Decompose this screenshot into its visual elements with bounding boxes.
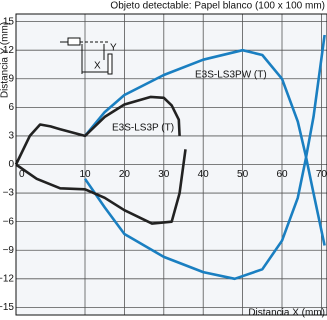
x-tick-label: 70 — [316, 169, 327, 180]
x-tick-label: 30 — [158, 169, 170, 180]
x-axis-label: Distancia X (mm) — [248, 308, 325, 319]
y-tick-label: −6 — [3, 216, 15, 227]
series-line — [14, 95, 187, 225]
x-tick-label: 10 — [79, 169, 91, 180]
inset-target — [107, 53, 113, 75]
chart-title: Objeto detectable: Papel blanco (100 x 1… — [110, 1, 325, 12]
series-label: E3S-LS3PW (T) — [195, 70, 267, 81]
x-tick-label: 60 — [276, 169, 288, 180]
y-tick-label: −9 — [3, 245, 15, 256]
inset-diagram — [60, 37, 113, 75]
x-tick-label: 50 — [237, 169, 249, 180]
plot-frame — [15, 13, 327, 316]
y-tick-label: 6 — [8, 102, 14, 113]
x-tick-label: 0 — [19, 169, 25, 180]
x-tick-label: 40 — [198, 169, 210, 180]
y-tick-label: 0 — [8, 159, 14, 170]
y-tick-label: 12 — [3, 45, 15, 56]
y-tick-label: 15 — [3, 16, 15, 27]
series-line — [83, 34, 326, 281]
y-tick-label: 9 — [8, 73, 14, 84]
series-label: E3S-LS3P (T) — [112, 123, 174, 134]
y-axis-label: Distancia Y (mm) — [0, 22, 11, 98]
inset-label: X — [94, 61, 101, 72]
lines — [14, 34, 326, 281]
y-tick-label: −12 — [0, 273, 14, 284]
x-tick-label: 20 — [119, 169, 131, 180]
y-tick-label: −15 — [0, 302, 14, 313]
y-tick-label: −3 — [3, 188, 15, 199]
inset-label: Y — [110, 43, 117, 54]
inset-sensor — [67, 37, 81, 46]
y-tick-label: 3 — [8, 131, 14, 142]
